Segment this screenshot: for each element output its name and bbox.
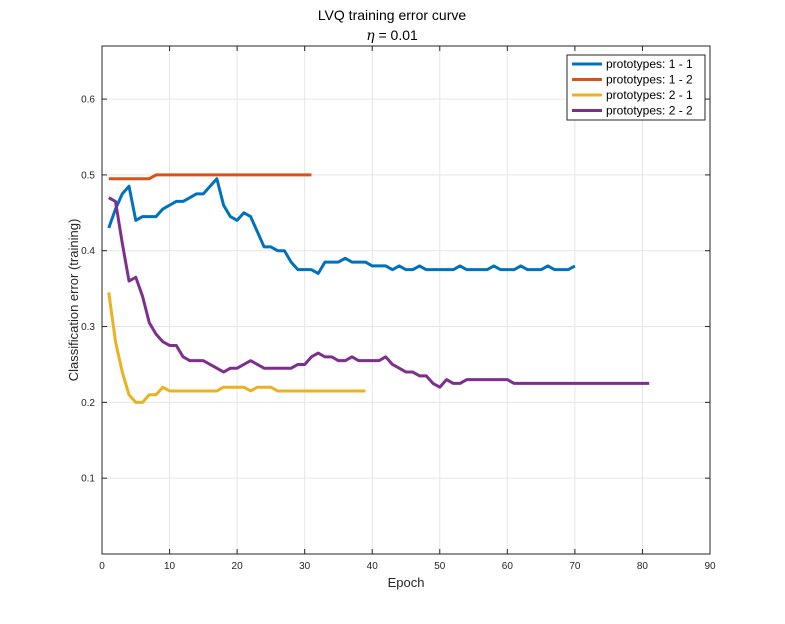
x-tick-label: 50 <box>434 561 446 572</box>
series-line-1 <box>107 177 576 275</box>
legend-label-1: prototypes: 1 - 1 <box>606 57 693 71</box>
series-line-4 <box>108 196 650 389</box>
x-axis-label: Epoch <box>388 575 425 590</box>
legend-label-4: prototypes: 2 - 2 <box>606 104 693 118</box>
x-tick-label: 10 <box>164 561 176 572</box>
y-tick-label: 0.6 <box>81 95 95 106</box>
x-tick-label: 90 <box>704 561 716 572</box>
legend-label-2: prototypes: 1 - 2 <box>606 73 693 87</box>
series-line-3 <box>107 292 366 404</box>
x-tick-label: 0 <box>99 561 105 572</box>
axes-frame <box>101 45 711 555</box>
chart-subtitle: η = 0.01 <box>366 27 418 44</box>
series-line-2 <box>108 173 312 181</box>
y-tick-label: 0.4 <box>81 246 95 257</box>
x-tick-label: 30 <box>299 561 311 572</box>
chart-subtitle-text: = 0.01 <box>375 27 418 43</box>
y-axis-label: Classification error (training) <box>66 219 81 382</box>
plot-area <box>102 46 710 554</box>
y-tick-labels: 0.1 0.2 0.3 0.4 0.5 0.6 <box>81 95 95 485</box>
axes-box <box>101 45 711 555</box>
chart-subtitle-symbol: η <box>366 28 375 44</box>
x-tick-label: 60 <box>502 561 514 572</box>
x-tick-label: 70 <box>569 561 581 572</box>
y-tick-label: 0.1 <box>81 474 95 485</box>
y-tick-label: 0.3 <box>81 322 95 333</box>
x-tick-label: 20 <box>232 561 244 572</box>
legend-label-3: prototypes: 2 - 1 <box>606 88 693 102</box>
x-tick-label: 80 <box>637 561 649 572</box>
y-tick-label: 0.2 <box>81 398 95 409</box>
chart-title: LVQ training error curve η = 0.01 <box>318 7 467 44</box>
chart-title-text: LVQ training error curve <box>318 7 467 23</box>
x-tick-label: 40 <box>367 561 379 572</box>
series-lines <box>107 173 650 404</box>
x-tick-labels: 0 10 20 30 40 50 60 70 80 90 <box>99 561 716 572</box>
y-tick-label: 0.5 <box>81 170 95 181</box>
